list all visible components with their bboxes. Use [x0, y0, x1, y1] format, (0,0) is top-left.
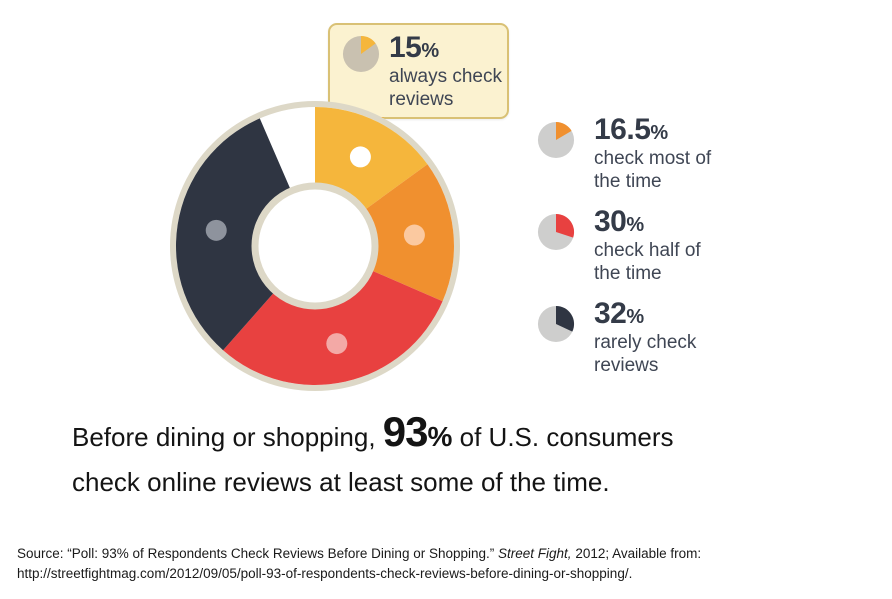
pie-icon-check-half [537, 213, 575, 251]
headline-percent-sign: % [427, 421, 453, 452]
legend-percent-number: 32 [594, 297, 627, 330]
headline-line2: check online reviews at least some of th… [72, 467, 610, 497]
legend-label-line2: the time [594, 263, 662, 284]
mini-pie-wedge [361, 35, 376, 54]
legend-item-check-half: 30% check half of the time [537, 205, 701, 285]
callout-percent-sign: % [421, 40, 440, 62]
legend-text-rarely-check: 32% rarely check reviews [594, 297, 696, 377]
donut-chart [170, 101, 460, 391]
donut-segment-dot-2 [326, 333, 348, 355]
legend-item-check-most: 16.5% check most of the time [537, 113, 711, 193]
legend-label-line1: check most of [594, 148, 712, 169]
headline: Before dining or shopping, 93% of U.S. c… [72, 408, 792, 502]
donut-segment-2 [223, 271, 443, 386]
callout-label-line1: always check [389, 66, 502, 87]
donut-segment-dot-0 [349, 146, 371, 168]
legend-text-check-half: 30% check half of the time [594, 205, 701, 285]
mini-pie-wedge [556, 121, 572, 140]
legend-percent-number: 16.5 [594, 113, 651, 146]
pie-icon-check-most [537, 121, 575, 159]
callout-percent-number: 15 [389, 31, 422, 64]
legend-item-rarely-check: 32% rarely check reviews [537, 297, 696, 377]
source-url: http://streetfightmag.com/2012/09/05/pol… [17, 566, 633, 581]
headline-suffix: of U.S. consumers [452, 422, 674, 452]
donut-segment-dot-3 [205, 219, 227, 241]
pie-icon-rarely-check [537, 305, 575, 343]
donut-segment-3 [175, 118, 290, 351]
legend-percent-sign: % [626, 214, 645, 236]
source-line1: Source: “Poll: 93% of Respondents Check … [17, 544, 877, 564]
legend-label-line2: reviews [594, 355, 659, 376]
donut-inner-hole [251, 182, 379, 310]
source-publication: Street Fight, [498, 546, 572, 561]
source-prefix: Source: “Poll: 93% of Respondents Check … [17, 546, 499, 561]
legend-percent-sign: % [650, 122, 669, 144]
source-suffix: 2012; Available from: [571, 546, 702, 561]
mini-pie-wedge [556, 213, 575, 238]
callout-always-check: 15% always check reviews [328, 23, 509, 132]
pie-icon-always-check [342, 35, 380, 73]
source-citation: Source: “Poll: 93% of Respondents Check … [17, 544, 877, 584]
donut-segment-0 [315, 107, 428, 209]
donut-segment-dot-1 [403, 224, 425, 246]
legend-label-line2: the time [594, 171, 662, 192]
legend-percent-number: 30 [594, 205, 627, 238]
headline-big-number: 93 [382, 408, 429, 455]
headline-line1: Before dining or shopping, 93% of U.S. c… [72, 408, 792, 461]
headline-prefix: Before dining or shopping, [72, 422, 383, 452]
callout-percent: 15% [389, 31, 502, 65]
legend-percent-sign: % [626, 306, 645, 328]
legend-label-line1: check half of [594, 240, 701, 261]
legend-label-line1: rarely check [594, 332, 697, 353]
mini-pie-wedge [556, 305, 575, 332]
callout-text: 15% always check reviews [389, 31, 502, 111]
callout-label-line2: reviews [389, 89, 454, 110]
legend-text-check-most: 16.5% check most of the time [594, 113, 711, 193]
